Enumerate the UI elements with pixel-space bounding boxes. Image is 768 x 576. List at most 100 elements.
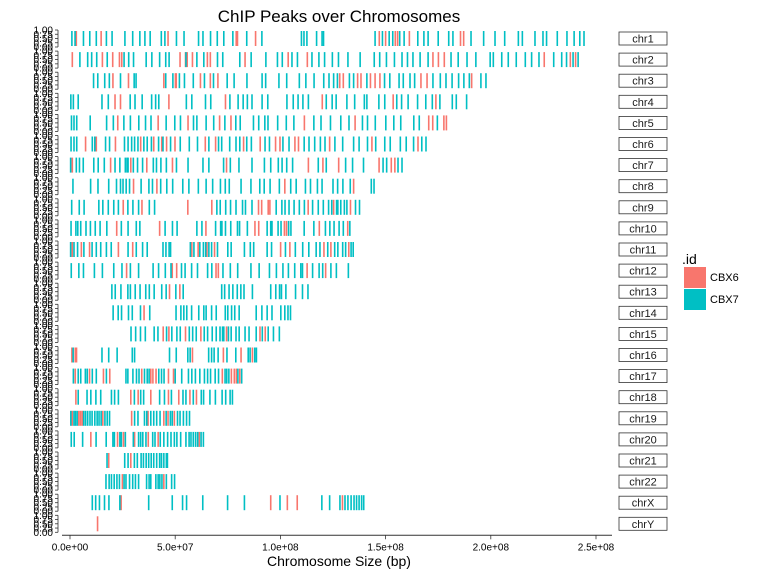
peak-cbx7 bbox=[75, 220, 77, 236]
peak-cbx7 bbox=[91, 242, 93, 257]
peak-cbx7 bbox=[255, 326, 258, 342]
peak-cbx7 bbox=[234, 347, 237, 363]
peak-cbx7 bbox=[250, 263, 252, 279]
peak-cbx7 bbox=[164, 73, 167, 89]
peak-cbx7 bbox=[281, 199, 283, 215]
peak-cbx7 bbox=[258, 178, 261, 194]
peak-cbx7 bbox=[238, 305, 240, 321]
peak-cbx6 bbox=[147, 431, 150, 447]
peak-cbx6 bbox=[173, 410, 176, 426]
peak-cbx7 bbox=[127, 368, 129, 384]
peak-cbx7 bbox=[163, 389, 166, 405]
peak-cbx7 bbox=[573, 31, 575, 46]
peak-cbx7 bbox=[261, 73, 263, 89]
peak-cbx7 bbox=[399, 115, 402, 131]
peak-cbx6 bbox=[378, 157, 380, 173]
peak-cbx7 bbox=[358, 136, 360, 152]
peak-cbx6 bbox=[71, 347, 73, 363]
peak-cbx7 bbox=[171, 495, 174, 511]
peak-cbx6 bbox=[426, 73, 428, 89]
peak-cbx7 bbox=[183, 31, 185, 46]
peak-cbx7 bbox=[320, 115, 322, 131]
strip-box-chrX bbox=[618, 495, 668, 510]
peak-cbx6 bbox=[296, 495, 299, 511]
peak-cbx7 bbox=[123, 52, 125, 68]
peak-cbx6 bbox=[74, 347, 77, 363]
peak-cbx7 bbox=[261, 31, 263, 46]
strip-label-chr9: chr9 bbox=[632, 202, 653, 214]
peak-cbx7 bbox=[139, 431, 142, 447]
peak-cbx7 bbox=[264, 73, 267, 89]
peak-cbx6 bbox=[238, 368, 241, 384]
peak-cbx6 bbox=[163, 73, 165, 89]
peak-cbx7 bbox=[84, 368, 87, 384]
peak-cbx7 bbox=[272, 326, 275, 342]
peak-cbx7 bbox=[112, 305, 114, 321]
peak-cbx7 bbox=[425, 136, 427, 152]
y-axis-chr3: 1.000.750.500.250.00 bbox=[34, 68, 59, 96]
peak-cbx7 bbox=[94, 220, 97, 236]
strip-box-chr20 bbox=[618, 432, 668, 447]
peak-cbx7 bbox=[322, 73, 325, 89]
peak-cbx7 bbox=[418, 115, 421, 131]
peak-cbx7 bbox=[127, 136, 129, 152]
peak-cbx7 bbox=[335, 199, 338, 215]
peak-cbx6 bbox=[322, 157, 324, 173]
peak-cbx7 bbox=[291, 157, 294, 173]
peak-cbx7 bbox=[117, 389, 120, 405]
y-tick-label: 0.25 bbox=[34, 334, 54, 345]
strip-box-chrY bbox=[618, 516, 668, 531]
peak-cbx7 bbox=[215, 305, 218, 321]
peak-cbx7 bbox=[224, 368, 226, 384]
peak-cbx7 bbox=[165, 410, 167, 426]
y-axis-chr8: 1.000.750.500.250.00 bbox=[34, 173, 59, 201]
peak-cbx7 bbox=[287, 220, 290, 236]
peak-cbx7 bbox=[400, 94, 403, 110]
peak-cbx7 bbox=[359, 52, 361, 68]
peak-cbx7 bbox=[107, 347, 110, 363]
peak-cbx7 bbox=[399, 136, 402, 152]
peak-cbx7 bbox=[521, 31, 524, 46]
peak-cbx7 bbox=[207, 347, 210, 363]
peak-cbx7 bbox=[111, 31, 113, 46]
peak-cbx7 bbox=[136, 157, 139, 173]
peak-cbx7 bbox=[282, 136, 284, 152]
peak-cbx7 bbox=[463, 73, 465, 89]
peak-cbx7 bbox=[245, 136, 248, 152]
peak-cbx7 bbox=[261, 305, 263, 321]
peak-cbx7 bbox=[127, 199, 129, 215]
peak-cbx7 bbox=[82, 263, 85, 279]
peak-cbx6 bbox=[81, 410, 84, 426]
peak-cbx7 bbox=[78, 199, 81, 215]
peak-cbx7 bbox=[301, 242, 304, 257]
peak-cbx7 bbox=[241, 199, 244, 215]
peak-cbx7 bbox=[124, 31, 126, 46]
peak-cbx7 bbox=[300, 263, 302, 279]
y-tick-label: 0.00 bbox=[34, 380, 54, 391]
y-tick-label: 0.00 bbox=[34, 422, 54, 433]
strip-label-chr20: chr20 bbox=[629, 434, 657, 446]
peak-cbx7 bbox=[70, 410, 72, 426]
peak-cbx7 bbox=[104, 136, 107, 152]
peak-cbx7 bbox=[95, 52, 98, 68]
peak-cbx7 bbox=[280, 305, 282, 321]
peak-cbx6 bbox=[186, 52, 188, 68]
peak-cbx7 bbox=[324, 220, 327, 236]
peak-cbx7 bbox=[107, 178, 110, 194]
peak-cbx7 bbox=[175, 157, 178, 173]
peak-cbx7 bbox=[141, 157, 144, 173]
peak-cbx6 bbox=[141, 199, 143, 215]
peak-cbx7 bbox=[285, 115, 288, 131]
peak-cbx7 bbox=[133, 347, 136, 363]
peak-cbx7 bbox=[348, 115, 350, 131]
y-tick-label: 0.50 bbox=[34, 498, 54, 509]
peak-cbx7 bbox=[221, 389, 223, 405]
peak-cbx7 bbox=[131, 31, 134, 46]
peak-cbx7 bbox=[222, 157, 225, 173]
peak-cbx7 bbox=[147, 453, 150, 468]
peak-cbx6 bbox=[338, 73, 341, 89]
peak-cbx7 bbox=[246, 220, 249, 236]
peak-cbx7 bbox=[206, 368, 209, 384]
peak-cbx7 bbox=[77, 94, 80, 110]
peak-cbx7 bbox=[192, 73, 195, 89]
